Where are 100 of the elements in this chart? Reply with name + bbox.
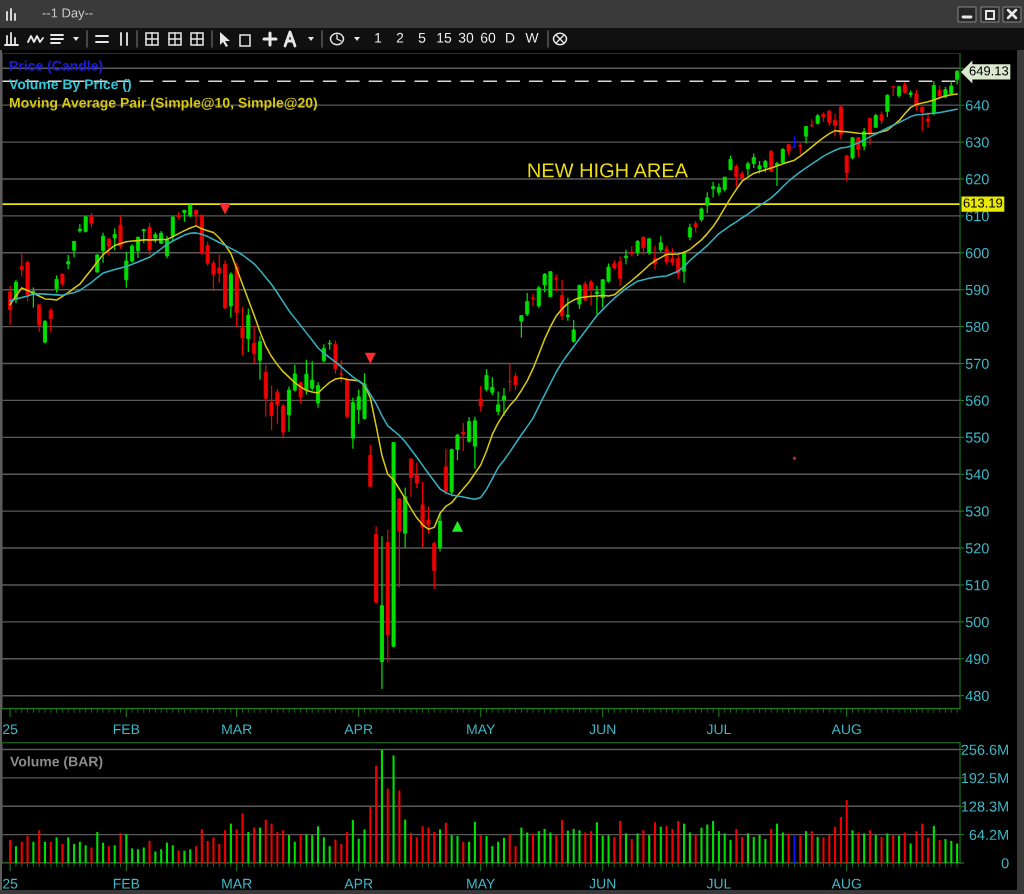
bar	[874, 835, 877, 863]
candlestick	[246, 307, 251, 353]
bar	[903, 832, 906, 863]
bar	[154, 851, 157, 863]
y-tick-label: 600	[965, 247, 989, 259]
y-tick-label: 128.3M	[961, 801, 1008, 812]
candlestick	[867, 117, 872, 146]
y-tick-label: 510	[965, 580, 989, 591]
candlestick	[467, 416, 472, 444]
candlestick	[118, 215, 123, 250]
bar	[351, 820, 354, 863]
bar	[863, 833, 866, 863]
candlestick	[623, 249, 628, 265]
x-tick-label: JUL	[706, 878, 731, 889]
bar	[578, 830, 581, 863]
bar	[561, 820, 564, 863]
x-tick-label: FEB	[113, 878, 140, 889]
candlestick	[571, 319, 576, 344]
bar	[328, 846, 331, 863]
bar	[61, 843, 64, 863]
bar	[735, 828, 738, 863]
y-tick-label: 192.5M	[961, 772, 1008, 784]
bar	[781, 832, 784, 863]
bar	[90, 847, 93, 863]
bar	[479, 835, 482, 863]
bar	[816, 836, 819, 863]
x-tick-label: JUN	[589, 878, 616, 889]
bar	[828, 835, 831, 863]
bar	[72, 843, 76, 863]
x-tick-label: JUL	[706, 724, 731, 735]
bar	[741, 836, 744, 863]
bar	[357, 838, 360, 863]
bar	[183, 850, 186, 863]
legend-label: Volume By Price ()	[9, 78, 131, 93]
y-tick-label: 0	[1001, 858, 1009, 869]
bar	[119, 832, 122, 863]
point	[451, 520, 463, 532]
bar	[938, 840, 941, 863]
x-tick-label: AUG	[831, 878, 861, 889]
bar	[619, 820, 622, 863]
bar	[311, 835, 314, 863]
y-tick-label: 560	[965, 395, 989, 406]
bar	[177, 850, 180, 863]
bar	[880, 836, 883, 863]
bar	[113, 845, 116, 863]
candlestick	[525, 292, 530, 317]
bar	[421, 826, 424, 863]
candlestick	[37, 303, 42, 333]
bar	[136, 849, 139, 863]
candlestick	[844, 155, 849, 183]
bar	[125, 834, 128, 863]
x-tick-label: MAR	[222, 724, 252, 735]
bar	[799, 835, 802, 863]
candlestick	[478, 385, 483, 413]
bar	[595, 822, 598, 863]
bar	[14, 846, 17, 863]
candlestick	[536, 285, 541, 309]
bar	[531, 833, 535, 863]
annotation: NEW HIGH AREA	[528, 163, 688, 178]
bar	[497, 841, 500, 863]
y-tick-label: 630	[965, 137, 989, 148]
bar	[793, 835, 796, 863]
candlestick	[926, 111, 931, 129]
bar	[624, 833, 627, 863]
bar	[555, 835, 558, 863]
bar	[102, 842, 105, 863]
point	[219, 203, 231, 215]
bar	[398, 790, 401, 863]
y-tick-label: 540	[965, 469, 989, 480]
candlestick	[292, 364, 297, 393]
y-tick-label: 500	[965, 617, 989, 628]
bar	[839, 817, 842, 863]
x-tick-label: MAR	[222, 878, 252, 889]
legend-title: Price (Candle)	[9, 60, 103, 74]
candlestick	[252, 325, 257, 364]
bar	[375, 765, 378, 863]
bar	[590, 831, 593, 863]
bar	[287, 835, 291, 863]
bar	[502, 837, 505, 863]
bar	[659, 826, 662, 863]
y-tick-label: 490	[965, 653, 989, 665]
bar	[148, 840, 151, 863]
bar	[415, 837, 418, 863]
y-tick-label: 640	[965, 100, 989, 111]
y-tick-label: 610	[965, 211, 989, 222]
candlestick	[641, 235, 646, 256]
y-tick-label: 520	[965, 543, 989, 554]
bar	[636, 833, 639, 863]
bar	[543, 828, 546, 863]
bar	[363, 829, 366, 863]
bar	[189, 849, 192, 863]
bar	[775, 823, 779, 863]
text: W	[525, 32, 539, 43]
point	[364, 352, 376, 364]
bar	[55, 837, 58, 863]
bar	[950, 840, 953, 863]
bar	[514, 846, 517, 863]
bar	[758, 835, 761, 863]
bar	[439, 829, 442, 863]
y-tick-label: 480	[965, 690, 989, 702]
